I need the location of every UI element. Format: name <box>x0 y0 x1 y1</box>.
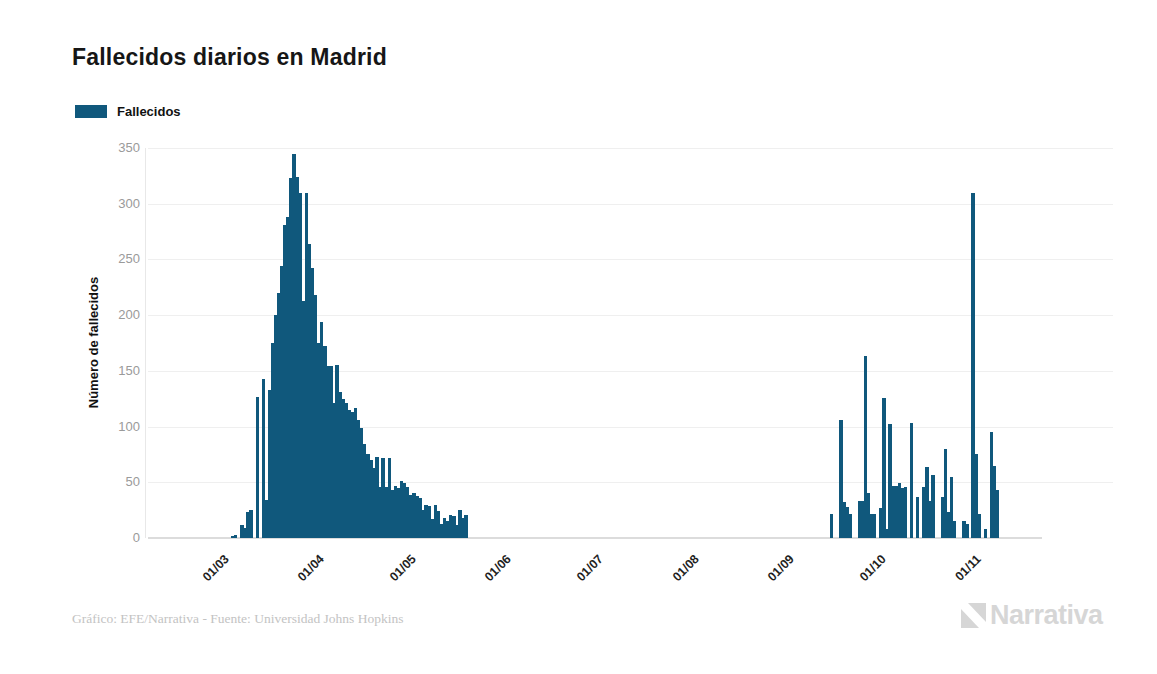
bar <box>873 514 876 539</box>
legend-swatch <box>75 105 107 118</box>
x-tick-label: 01/03 <box>200 552 232 584</box>
bar <box>996 490 999 538</box>
narrativa-logo-text: Narrativa <box>990 600 1103 631</box>
y-tick-label: 300 <box>80 196 140 212</box>
bar <box>848 514 851 539</box>
y-axis-title: Número de fallecidos <box>86 277 101 408</box>
bar <box>830 514 833 539</box>
y-tick-label: 350 <box>80 140 140 156</box>
source-credit: Gráfico: EFE/Narrativa - Fuente: Univers… <box>72 611 403 627</box>
bar <box>977 514 980 539</box>
x-tick-label: 01/07 <box>574 552 606 584</box>
bar <box>234 535 237 538</box>
bar <box>984 529 987 538</box>
legend-label: Fallecidos <box>117 104 181 119</box>
x-tick-label: 01/08 <box>670 552 702 584</box>
bar <box>965 524 968 538</box>
plot-area <box>148 148 1113 538</box>
chart-page: Fallecidos diarios en Madrid Fallecidos … <box>0 0 1157 674</box>
y-tick-label: 200 <box>80 307 140 323</box>
y-tick-label: 100 <box>80 419 140 435</box>
bar <box>882 398 885 538</box>
bar <box>953 521 956 538</box>
bar <box>910 423 913 538</box>
page-title: Fallecidos diarios en Madrid <box>72 44 387 71</box>
y-axis-line <box>145 148 146 538</box>
legend: Fallecidos <box>75 104 181 119</box>
narrativa-logo: Narrativa <box>960 600 1103 631</box>
y-tick-label: 0 <box>80 530 140 546</box>
bar <box>904 487 907 538</box>
x-tick-label: 01/06 <box>482 552 514 584</box>
narrativa-logo-icon <box>960 602 987 629</box>
x-tick-label: 01/05 <box>387 552 419 584</box>
bar <box>464 515 467 538</box>
bar <box>256 397 259 539</box>
y-tick-label: 250 <box>80 251 140 267</box>
bar <box>249 510 252 538</box>
bar <box>916 497 919 538</box>
x-tick-label: 01/04 <box>295 552 327 584</box>
x-tick-label: 01/09 <box>765 552 797 584</box>
bar <box>931 475 934 539</box>
gridline <box>148 148 1113 149</box>
x-tick-label: 01/11 <box>953 552 985 584</box>
y-tick-label: 150 <box>80 363 140 379</box>
y-tick-label: 50 <box>80 474 140 490</box>
x-tick-label: 01/10 <box>857 552 889 584</box>
